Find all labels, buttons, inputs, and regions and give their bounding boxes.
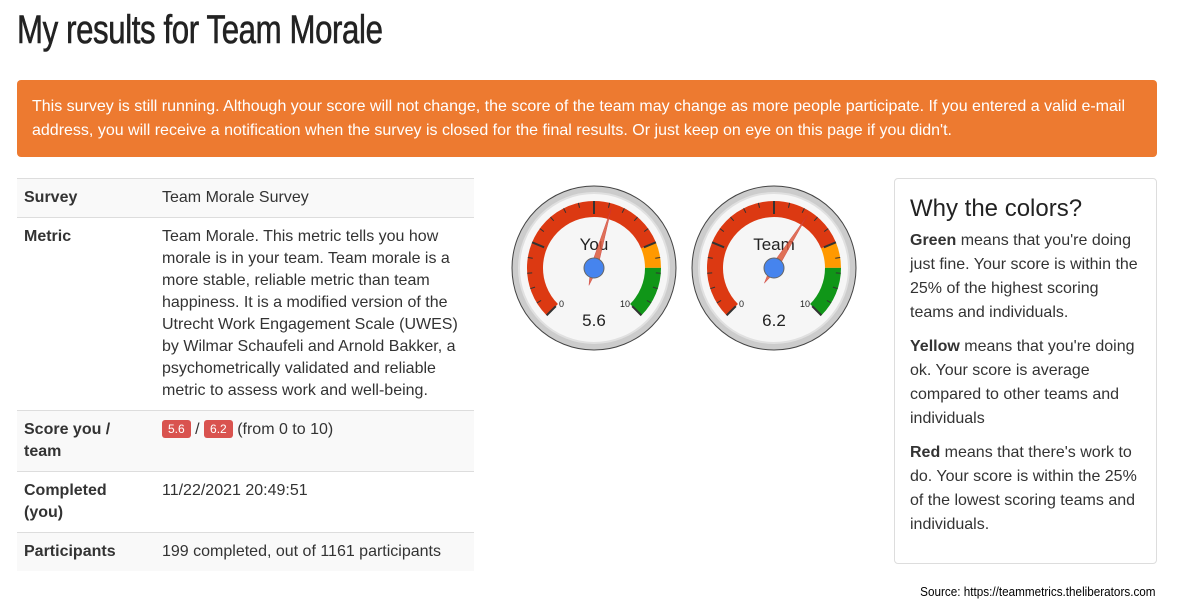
score-separator: / xyxy=(195,421,200,438)
gauge-max-label: 10 xyxy=(620,299,630,309)
gauge-tick xyxy=(536,299,542,304)
gauge-tick xyxy=(826,299,832,304)
score-team-badge: 6.2 xyxy=(204,420,233,438)
table-row: Completed (you) 11/22/2021 20:49:51 xyxy=(17,471,474,533)
gauge-hub xyxy=(763,257,785,279)
completed-value: 11/22/2021 20:49:51 xyxy=(155,471,474,533)
survey-running-alert: This survey is still running. Although y… xyxy=(17,80,1157,157)
table-row: Survey Team Morale Survey xyxy=(17,178,474,218)
gauge-tick xyxy=(710,286,716,290)
gauge-tick xyxy=(646,299,652,304)
gauge-value: 6.2 xyxy=(762,311,786,330)
row-label: Participants xyxy=(17,532,155,571)
gauge-band xyxy=(820,242,841,269)
gauge-tick xyxy=(832,286,838,290)
gauge-tick xyxy=(835,257,841,259)
gauges: You 0 10 5.6 Team 0 10 6.2 xyxy=(508,183,868,358)
gauge-tick xyxy=(655,257,661,259)
gauge-tick xyxy=(743,208,747,213)
gauge-tick xyxy=(823,241,837,249)
red-explanation: Red means that there's work to do. Your … xyxy=(910,444,1137,533)
gauge-tick xyxy=(811,305,823,317)
gauge-tick xyxy=(530,286,536,290)
yellow-explanation: Yellow means that you're doing ok. Your … xyxy=(910,338,1135,427)
gauge-tick xyxy=(652,286,658,290)
gauge-tick xyxy=(711,241,725,249)
gauge-tick xyxy=(550,216,555,222)
gauge-tick xyxy=(633,216,638,222)
gauge-tick xyxy=(813,216,818,222)
table-row: Participants 199 completed, out of 1161 p… xyxy=(17,532,474,571)
row-label: Metric xyxy=(17,217,155,411)
results-table: Survey Team Morale Survey Metric Team Mora… xyxy=(17,178,474,571)
gauge-tick xyxy=(643,241,657,249)
row-label: Score you / team xyxy=(17,410,155,472)
gauge-tick xyxy=(545,305,557,317)
gauge-tick xyxy=(730,216,735,222)
gauge-tick xyxy=(563,208,567,213)
gauge-tick xyxy=(643,228,649,232)
gauge-band xyxy=(707,201,836,316)
gauge-hub xyxy=(583,257,605,279)
row-label: Survey xyxy=(17,178,155,218)
score-you-badge: 5.6 xyxy=(162,420,191,438)
gauge-band xyxy=(629,267,662,316)
row-label: Completed (you) xyxy=(17,471,155,533)
gauge-tick xyxy=(787,202,791,208)
green-explanation: Green means that you're doing just fine.… xyxy=(910,232,1138,321)
gauge-tick xyxy=(527,257,533,259)
gauge-tick xyxy=(757,202,761,208)
gauge-tick xyxy=(716,299,722,304)
gauge-tick xyxy=(801,208,805,213)
gauge-min-label: 0 xyxy=(739,299,744,309)
score-value: 5.6 / 6.2 (from 0 to 10) xyxy=(155,410,474,472)
gauge-tick xyxy=(631,305,643,317)
metric-value: Team Morale. This metric tells you how m… xyxy=(155,217,474,411)
gauge-tick xyxy=(577,202,581,208)
panel-title: Why the colors? xyxy=(910,195,1083,222)
gauge-band xyxy=(809,267,842,316)
gauge-tick xyxy=(539,228,545,232)
score-range: (from 0 to 10) xyxy=(237,421,334,438)
colors-explanation-panel: Why the colors? Green means that you're … xyxy=(894,178,1157,564)
gauge-tick xyxy=(707,257,713,259)
gauge-tick xyxy=(531,241,545,249)
participants-value: 199 completed, out of 1161 participants xyxy=(155,532,474,571)
gauge-tick xyxy=(725,305,737,317)
table-row: Score you / team 5.6 / 6.2 (from 0 to 10) xyxy=(17,410,474,472)
page-title: My results for Team Morale xyxy=(17,8,383,53)
gauge-max-label: 10 xyxy=(800,299,810,309)
gauge-tick xyxy=(607,202,611,208)
gauge-band xyxy=(527,201,656,316)
table-row: Metric Team Morale. This metric tells you… xyxy=(17,217,474,411)
gauge-tick xyxy=(621,208,625,213)
gauge-band xyxy=(640,242,661,269)
gauge-tick xyxy=(719,228,725,232)
gauge-value: 5.6 xyxy=(582,311,606,330)
gauge-tick xyxy=(823,228,829,232)
survey-value: Team Morale Survey xyxy=(155,178,474,218)
source-caption: Source: https://teammetrics.theliberator… xyxy=(920,584,1156,599)
gauge-min-label: 0 xyxy=(559,299,564,309)
